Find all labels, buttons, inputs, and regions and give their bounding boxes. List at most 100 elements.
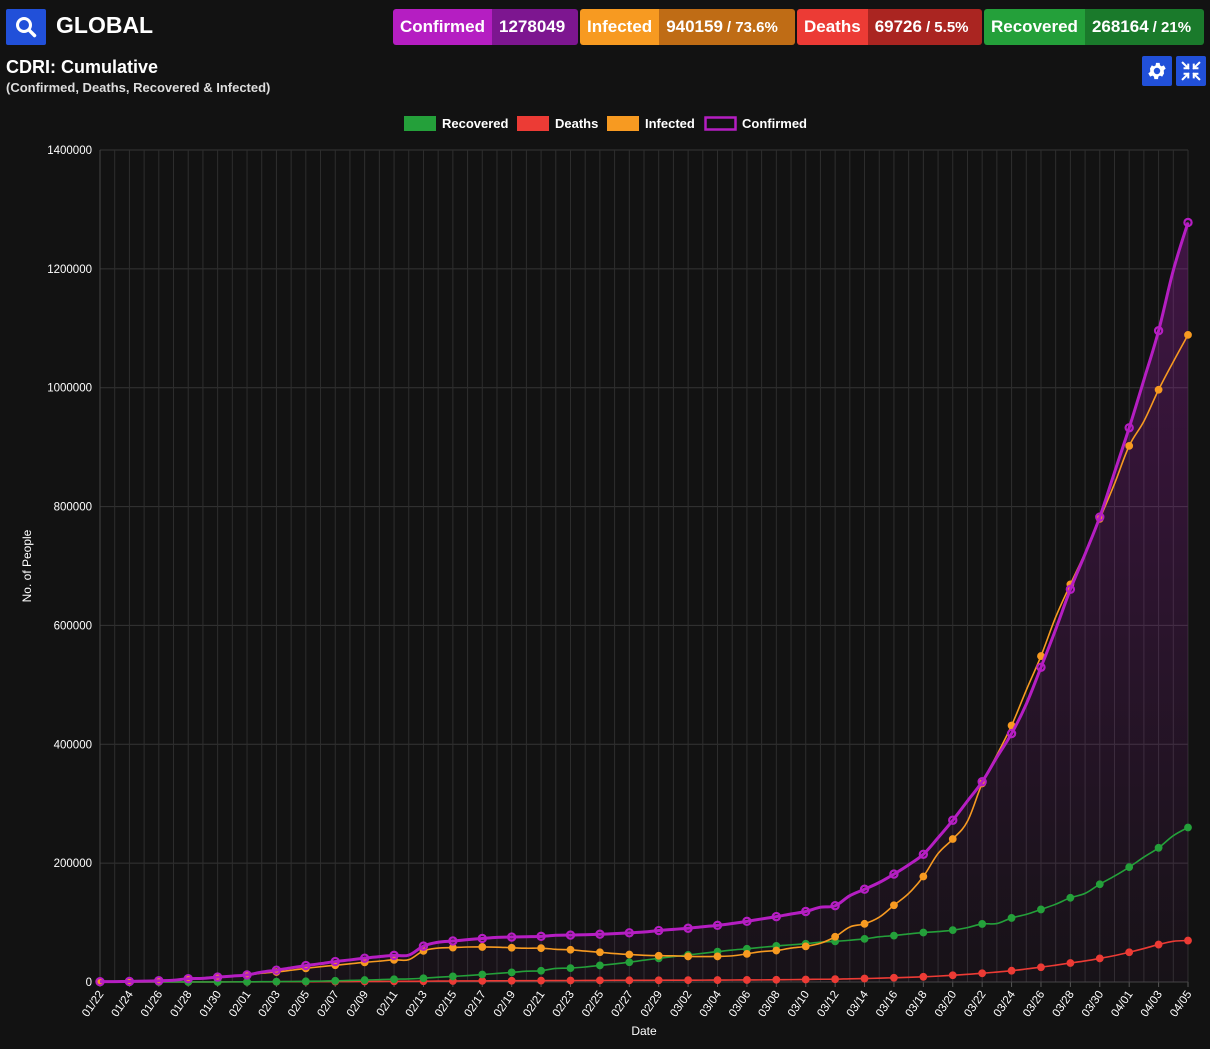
deaths-point: [1007, 966, 1016, 975]
chart-title: CDRI: Cumulative: [6, 57, 159, 77]
infected-label: Infected: [580, 9, 660, 45]
deaths-point: [1154, 940, 1163, 949]
x-tick-label: 02/07: [315, 989, 341, 1019]
deaths-point: [978, 969, 987, 978]
recovered-point: [625, 958, 634, 967]
confirmed-stat[interactable]: Confirmed 1278049: [393, 9, 578, 45]
confirmed-point: [948, 815, 958, 825]
deaths-point: [1037, 963, 1045, 972]
infected-value: 940159: [666, 17, 723, 36]
x-tick-label: 01/22: [80, 989, 106, 1019]
confirmed-point: [1095, 512, 1105, 522]
confirmed-point: [359, 953, 370, 963]
y-tick-label: 200000: [54, 858, 92, 870]
confirmed-point: [242, 970, 252, 980]
x-tick-label: 03/12: [815, 989, 841, 1019]
recovered-label: Recovered: [984, 9, 1085, 45]
confirmed-area: [100, 222, 1188, 982]
infected-point: [1154, 385, 1163, 394]
infected-point: [625, 950, 634, 959]
recovered-point: [1184, 823, 1192, 832]
cumulative-chart: 0 200000 400000 600000 800000 1000000 1200000 1…: [20, 116, 1194, 1038]
recovered-value: 268164: [1091, 17, 1149, 36]
x-tick-label: 02/09: [345, 989, 371, 1019]
recovered-point: [1095, 880, 1104, 889]
infected-stat[interactable]: Infected 940159 / 73.6%: [580, 9, 795, 45]
confirmed-point: [830, 901, 840, 911]
deaths-percent: / 5.5%: [925, 18, 969, 36]
recovered-stat[interactable]: Recovered 268164 / 21%: [984, 9, 1204, 45]
x-tick-label: 02/01: [227, 989, 253, 1019]
x-tick-label: 02/29: [639, 989, 665, 1019]
legend-swatch-infected: [607, 116, 639, 131]
recovered-point: [1125, 863, 1134, 872]
search-icon: [16, 17, 37, 38]
x-tick-label: 03/24: [992, 988, 1019, 1019]
recovered-percent: / 21%: [1152, 18, 1192, 36]
infected-point: [713, 952, 722, 961]
recovered-point: [507, 968, 516, 977]
confirmed-point: [271, 965, 282, 975]
recovered-point: [419, 974, 428, 983]
recovered-point: [566, 964, 575, 972]
infected-point: [684, 952, 693, 961]
deaths-point: [566, 976, 575, 985]
recovered-point: [948, 926, 957, 935]
deaths-point: [890, 973, 898, 982]
infected-point: [1125, 441, 1134, 450]
x-tick-label: 01/30: [198, 989, 224, 1019]
x-tick-label: 03/14: [845, 988, 872, 1019]
confirmed-point: [95, 976, 105, 987]
confirmed-point: [183, 973, 193, 984]
deaths-point: [860, 974, 869, 983]
infected-point: [743, 949, 751, 958]
deaths-point: [772, 975, 781, 984]
search-button[interactable]: [6, 9, 46, 45]
confirmed-point: [1065, 584, 1076, 595]
x-tick-label: 02/15: [433, 989, 459, 1019]
confirmed-point: [212, 972, 223, 982]
x-axis-title: Date: [631, 1024, 657, 1038]
x-tick-label: 03/28: [1050, 989, 1076, 1019]
confirmed-point: [624, 928, 634, 938]
deaths-point: [654, 976, 663, 985]
deaths-stat[interactable]: Deaths 69726 / 5.5%: [797, 9, 982, 45]
recovered-point: [448, 972, 457, 981]
collapse-button[interactable]: [1176, 56, 1206, 86]
confirmed-point: [389, 950, 399, 961]
deaths-point: [919, 972, 928, 981]
confirmed-point: [742, 916, 752, 927]
x-tick-label: 03/30: [1080, 989, 1106, 1019]
x-tick-label: 02/27: [609, 989, 635, 1019]
deaths-value-box: 69726 / 5.5%: [867, 9, 982, 45]
recovered-line: [99, 826, 1189, 983]
recovered-point: [331, 976, 340, 985]
confirmed-point: [536, 931, 546, 942]
recovered-point: [860, 934, 869, 943]
confirmed-point: [124, 976, 135, 987]
confirmed-point: [418, 941, 429, 951]
y-tick-label: 800000: [54, 502, 92, 514]
deaths-point: [801, 975, 810, 984]
x-tick-label: 02/11: [375, 989, 401, 1019]
deaths-point: [684, 976, 693, 985]
y-tick-label: 400000: [54, 739, 92, 751]
x-tick-label: 03/10: [786, 989, 812, 1019]
infected-point: [478, 943, 487, 951]
confirmed-value: 1278049: [499, 17, 566, 36]
x-tick-label: 03/26: [1021, 989, 1047, 1019]
recovered-point: [478, 970, 487, 979]
settings-button[interactable]: [1142, 56, 1172, 86]
confirmed-point: [889, 869, 899, 879]
infected-point: [566, 945, 575, 954]
confirmed-point: [771, 911, 782, 922]
deaths-point: [1184, 936, 1192, 945]
deaths-point: [625, 976, 634, 985]
infected-point: [654, 951, 663, 960]
deaths-point: [1125, 948, 1134, 957]
x-tick-label: 02/19: [492, 989, 518, 1019]
x-tick-label: 03/08: [756, 989, 782, 1019]
x-tick-label: 01/28: [168, 989, 194, 1019]
confirmed-point: [801, 906, 811, 917]
recovered-point: [595, 961, 604, 970]
